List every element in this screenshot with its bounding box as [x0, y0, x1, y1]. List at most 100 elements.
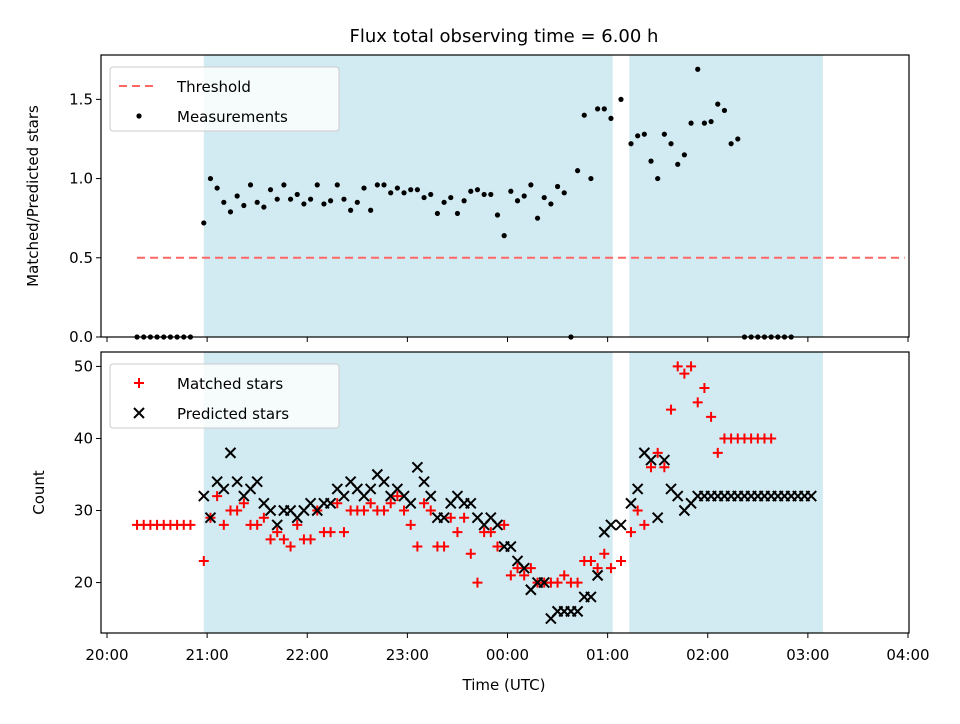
ratio-panel: 0.0 0.5 1.0 1.5 Matched/Predicted stars Thres…	[24, 54, 910, 346]
matched-star-point	[265, 534, 276, 545]
measurement-point	[721, 107, 728, 114]
predicted-star-point	[231, 475, 243, 488]
legend-label: Measurements	[177, 108, 288, 126]
measurement-point	[328, 198, 334, 204]
predicted-star-point	[198, 490, 210, 502]
measurement-point	[441, 199, 447, 205]
measurement-point	[428, 191, 434, 198]
matched-star-point	[365, 498, 376, 509]
predicted-star-point	[218, 483, 230, 495]
measurement-point	[668, 141, 674, 147]
measurement-point	[561, 190, 567, 196]
measurement-point	[388, 190, 394, 196]
y-tick-label: 0.0	[69, 328, 93, 346]
legend: Threshold Measurements	[109, 66, 340, 132]
matched-star-point	[552, 577, 563, 588]
measurement-point	[595, 106, 601, 112]
predicted-star-point	[505, 540, 517, 553]
measurement-point	[307, 196, 314, 202]
predicted-star-point	[224, 447, 237, 459]
measurement-point	[648, 158, 654, 164]
matched-star-point	[305, 534, 316, 545]
matched-star-point	[766, 433, 777, 444]
matched-star-point	[472, 577, 483, 588]
predicted-star-point	[805, 490, 817, 502]
y-tick-label: 30	[74, 502, 93, 520]
matched-star-point	[666, 404, 677, 415]
x-tick-label: 02:00	[686, 646, 729, 664]
legend-matched-swatch	[134, 378, 144, 388]
measurement-point	[354, 199, 360, 205]
measurement-point	[207, 175, 214, 182]
measurement-point	[528, 182, 534, 188]
matched-star-point	[358, 505, 369, 516]
matched-star-point	[672, 361, 683, 372]
legend-measurement-swatch	[136, 113, 142, 119]
matched-star-point	[639, 519, 650, 530]
matched-star-point	[572, 577, 583, 588]
y-tick-label: 20	[74, 574, 93, 592]
matched-star-point	[198, 555, 209, 566]
matched-star-point	[465, 548, 476, 559]
y-tick-label: 1.0	[69, 170, 93, 188]
matched-star-point	[272, 527, 283, 538]
y-tick-label: 50	[74, 357, 93, 375]
matched-star-point	[258, 512, 269, 523]
matched-star-point	[615, 555, 626, 566]
x-tick-label: 22:00	[286, 646, 329, 664]
legend: Matched stars Predicted stars	[109, 363, 340, 429]
matched-star-point	[505, 570, 516, 581]
measurement-point	[454, 210, 461, 217]
measurement-point	[481, 191, 487, 198]
measurement-point	[267, 187, 274, 193]
matched-star-point	[405, 519, 416, 530]
measurement-point	[521, 193, 527, 199]
measurement-point	[348, 207, 354, 213]
measurement-point	[241, 202, 247, 209]
measurement-point	[618, 96, 624, 102]
measurement-point	[728, 141, 734, 147]
measurement-point	[434, 210, 441, 217]
matched-star-point	[625, 527, 636, 538]
y-tick-label: 0.5	[69, 249, 93, 267]
measurement-point	[287, 196, 294, 202]
chart-title: Flux total observing time = 6.00 h	[350, 26, 659, 47]
predicted-star-point	[625, 497, 637, 510]
predicted-star-point	[631, 483, 644, 495]
matched-star-point	[712, 447, 723, 458]
predicted-star-point	[338, 490, 350, 502]
matched-star-point	[559, 570, 570, 581]
measurement-point	[474, 187, 481, 193]
matched-star-point	[512, 563, 523, 574]
measurement-point	[227, 209, 234, 215]
legend-label: Threshold	[176, 78, 251, 96]
x-tick-label: 04:00	[886, 646, 929, 664]
predicted-star-point	[672, 490, 684, 502]
measurement-point	[688, 120, 694, 126]
matched-star-point	[499, 519, 510, 530]
legend-predicted-swatch	[133, 407, 145, 419]
predicted-star-point	[405, 497, 417, 510]
matched-star-point	[278, 534, 289, 545]
predicted-star-point	[425, 490, 437, 502]
matched-star-point	[632, 505, 643, 516]
measurement-point	[635, 133, 641, 139]
measurement-point	[361, 185, 367, 191]
matched-star-point	[692, 397, 703, 408]
predicted-star-point	[518, 562, 530, 574]
predicted-star-point	[491, 519, 504, 531]
predicted-star-point	[605, 519, 617, 531]
measurement-point	[501, 233, 507, 239]
measurement-point	[581, 112, 587, 118]
matched-star-point	[252, 519, 263, 530]
matched-star-point	[646, 462, 657, 473]
matched-star-point	[459, 512, 470, 523]
measurement-point	[341, 196, 347, 202]
predicted-star-point	[418, 475, 430, 488]
matched-star-point	[452, 527, 463, 538]
matched-star-point	[679, 368, 690, 379]
matched-star-point	[599, 548, 610, 559]
measurement-point	[301, 201, 307, 207]
measurement-point	[641, 131, 647, 137]
measurement-point	[675, 161, 681, 167]
